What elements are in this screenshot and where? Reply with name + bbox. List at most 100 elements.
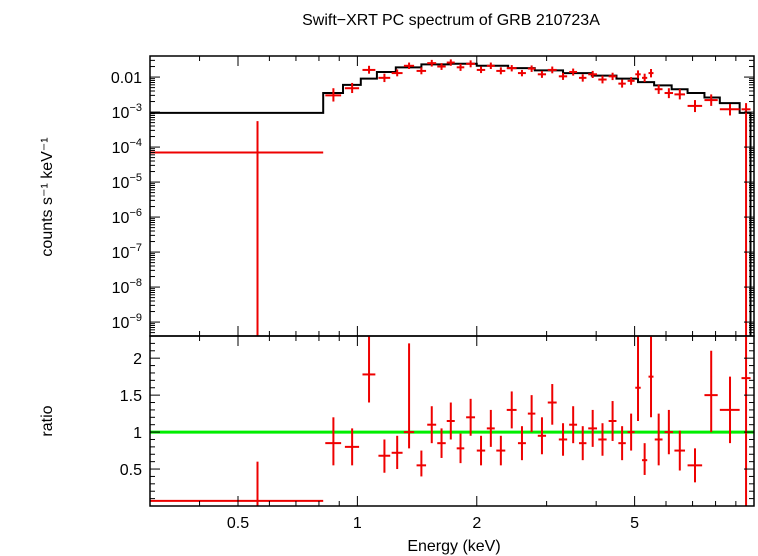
spectrum-data-point	[456, 63, 465, 71]
ratio-data-point	[362, 336, 376, 403]
ratio-data-point	[486, 409, 495, 447]
spectrum-y-tick-label: 10−9	[112, 312, 142, 332]
spectrum-data-point	[391, 69, 403, 77]
bottom-y-axis-label: ratio	[39, 405, 56, 436]
ratio-data-point	[506, 391, 517, 429]
x-axis-label: Energy (keV)	[407, 538, 500, 555]
spectrum-panel: 0.01 10−3 10−4 10−5 10−6 10−7 10−8 10−9	[111, 55, 755, 337]
spectrum-data-point	[704, 94, 718, 106]
spectrum-data-point	[506, 65, 517, 72]
spectrum-data-point	[437, 63, 446, 70]
x-tick-label: 5	[630, 515, 639, 532]
spectrum-data-point	[537, 70, 547, 78]
spectrum-y-tick-label: 10−7	[112, 242, 142, 262]
ratio-data-point	[687, 448, 703, 483]
spectrum-data-point	[627, 77, 635, 85]
spectrum-data-point	[547, 66, 557, 74]
ratio-data-point	[150, 461, 324, 506]
ratio-data-point	[517, 426, 526, 461]
spectrum-data-point	[674, 89, 686, 100]
ratio-data-point	[446, 402, 455, 440]
ratio-data-point	[547, 384, 557, 425]
chart-title: Swift−XRT PC spectrum of GRB 210723A	[302, 12, 600, 29]
spectrum-data-point	[642, 73, 648, 83]
ratio-data-point	[466, 398, 476, 436]
spectrum-data-point	[466, 60, 476, 68]
ratio-data-point	[416, 450, 427, 477]
ratio-y-tick-label: 1	[133, 425, 142, 442]
ratio-data-point	[527, 395, 536, 433]
ratio-data-point	[427, 406, 437, 444]
ratio-data-point	[378, 439, 391, 473]
ratio-data-point	[618, 426, 626, 461]
ratio-data-point	[719, 376, 740, 444]
spectrum-data-point	[344, 82, 360, 94]
spectrum-data-point	[403, 62, 415, 70]
spectrum-data-point	[687, 100, 703, 113]
ratio-data-point	[664, 409, 674, 455]
ratio-data-point	[569, 406, 578, 444]
ratio-data-point	[648, 336, 654, 418]
spectrum-data-point	[654, 84, 663, 94]
top-y-axis-label: counts s⁻¹ keV⁻¹	[39, 137, 56, 256]
x-tick-label: 1	[353, 515, 362, 532]
ratio-data-point	[456, 433, 465, 464]
ratio-y-tick-label: 2	[133, 351, 142, 368]
spectrum-data-point	[476, 66, 486, 74]
ratio-data-point	[598, 423, 607, 456]
spectrum-data-point	[719, 104, 740, 116]
ratio-data-point	[674, 430, 686, 471]
ratio-data-point	[496, 435, 506, 466]
ratio-data-point	[588, 409, 598, 447]
model-histogram	[150, 62, 752, 336]
ratio-data-point	[537, 417, 547, 455]
ratio-data-point	[344, 428, 360, 466]
spectrum-data-point	[446, 59, 455, 66]
spectrum-data-point	[598, 75, 607, 84]
spectrum-y-tick-label: 10−3	[112, 102, 142, 122]
ratio-y-tick-label: 0.5	[120, 462, 142, 479]
ratio-data-point	[558, 423, 568, 456]
spectrum-data-point	[608, 72, 617, 81]
spectrum-data-point	[427, 59, 437, 67]
spectrum-data-point	[362, 65, 376, 74]
ratio-data-point	[325, 417, 342, 466]
ratio-data-point	[578, 426, 587, 461]
ratio-data-point	[391, 435, 403, 470]
ratio-data-point	[635, 336, 641, 421]
spectrum-y-tick-label: 10−8	[112, 277, 142, 297]
spectrum-data-point	[496, 67, 506, 75]
x-tick-label: 0.5	[227, 515, 249, 532]
spectrum-data-point	[558, 72, 568, 80]
spectrum-y-tick-label: 10−5	[112, 172, 142, 192]
ratio-data-point	[741, 336, 751, 506]
spectrum-data-point	[648, 69, 654, 78]
ratio-data-point	[627, 413, 635, 451]
ratio-panel: 0.5 1 1.5 2 0.5 1 2 5	[120, 335, 755, 532]
spectrum-data-point	[578, 74, 587, 82]
ratio-data-point	[608, 401, 617, 441]
spectrum-y-tick-label: 10−4	[112, 137, 142, 157]
ratio-data-point	[642, 443, 648, 475]
spectrum-data-point	[527, 65, 536, 72]
ratio-y-tick-label: 1.5	[120, 388, 142, 405]
spectrum-data-point	[517, 69, 526, 77]
ratio-data-point	[704, 350, 718, 433]
spectrum-data-point	[664, 88, 674, 99]
x-tick-label: 2	[472, 515, 481, 532]
ratio-data-point	[654, 413, 663, 466]
spectrum-y-tick-label: 10−6	[112, 207, 142, 227]
spectrum-data-point	[486, 62, 495, 70]
ratio-data-point	[476, 435, 486, 466]
spectrum-data-point	[588, 70, 598, 79]
ratio-data-point	[437, 428, 446, 458]
ratio-data-point	[403, 343, 415, 449]
spectrum-frame	[149, 55, 755, 337]
spectrum-data-point	[325, 88, 342, 102]
spectrum-data-point	[635, 70, 641, 79]
spectrum-data-point	[618, 79, 626, 88]
spectrum-data-point	[378, 73, 391, 83]
spectrum-y-tick-label: 0.01	[111, 70, 142, 87]
spectrum-data-point	[416, 67, 427, 75]
